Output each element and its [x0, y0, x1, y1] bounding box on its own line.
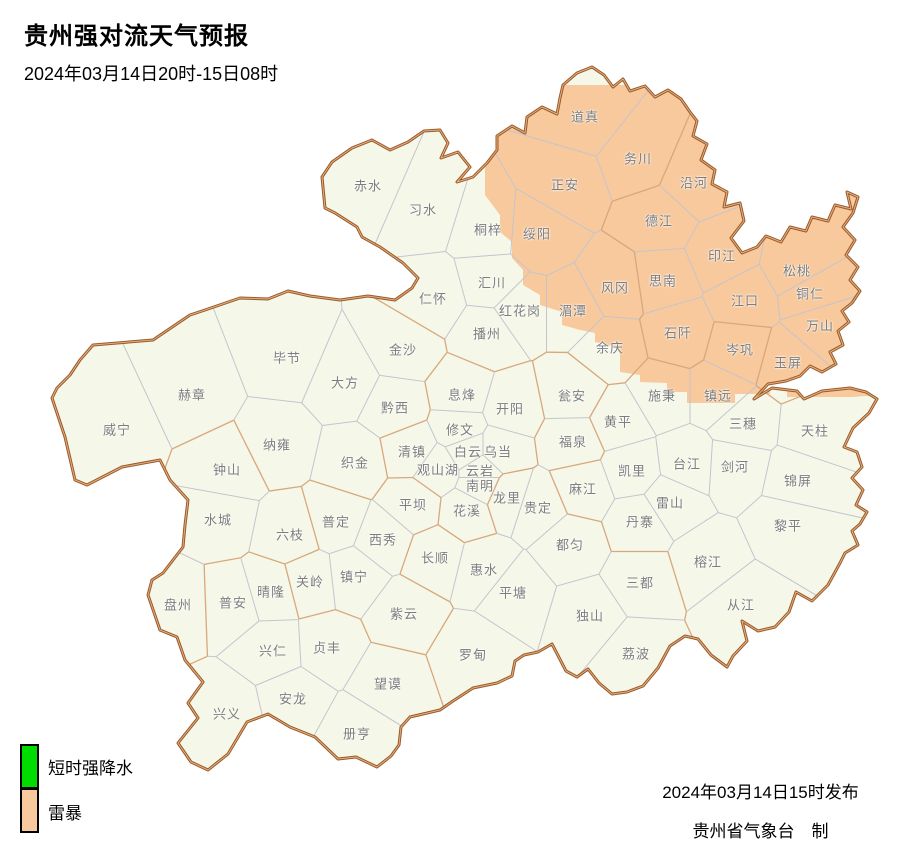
county-borders	[52, 67, 877, 770]
issue-time: 2024年03月14日15时发布	[662, 783, 859, 802]
province-border-highlight	[51, 66, 878, 771]
legend-row-heavy-rain: 短时强降水	[20, 744, 133, 789]
footer: 2024年03月14日15时发布 贵州省气象台 制	[600, 778, 921, 842]
thunderstorm-label: 雷暴	[48, 804, 82, 823]
header: 贵州强对流天气预报 2024年03月14日20时-15日08时	[24, 16, 278, 86]
forecast-period: 2024年03月14日20时-15日08时	[24, 64, 279, 84]
heavy-rain-swatch	[20, 744, 39, 789]
producer: 贵州省气象台 制	[692, 822, 829, 841]
legend-row-thunderstorm: 雷暴	[20, 788, 133, 834]
thunderstorm-swatch	[20, 788, 39, 833]
page-title: 贵州强对流天气预报	[24, 23, 249, 50]
heavy-rain-label: 短时强降水	[48, 759, 133, 778]
legend: 短时强降水 雷暴	[20, 744, 133, 834]
